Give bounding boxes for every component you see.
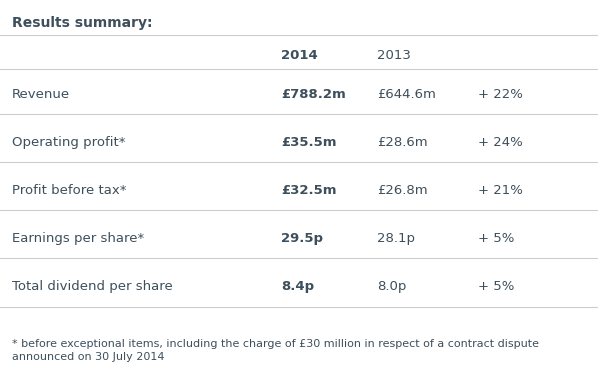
Text: 2013: 2013 xyxy=(377,49,411,62)
Text: £788.2m: £788.2m xyxy=(281,88,346,101)
Text: Total dividend per share: Total dividend per share xyxy=(12,280,173,293)
Text: 8.0p: 8.0p xyxy=(377,280,406,293)
Text: 8.4p: 8.4p xyxy=(281,280,314,293)
Text: + 21%: + 21% xyxy=(478,184,523,197)
Text: 2014: 2014 xyxy=(281,49,318,62)
Text: + 22%: + 22% xyxy=(478,88,523,101)
Text: Earnings per share*: Earnings per share* xyxy=(12,232,144,245)
Text: Revenue: Revenue xyxy=(12,88,70,101)
Text: Operating profit*: Operating profit* xyxy=(12,136,126,149)
Text: Results summary:: Results summary: xyxy=(12,16,152,30)
Text: Profit before tax*: Profit before tax* xyxy=(12,184,126,197)
Text: 28.1p: 28.1p xyxy=(377,232,415,245)
Text: + 5%: + 5% xyxy=(478,280,515,293)
Text: £26.8m: £26.8m xyxy=(377,184,428,197)
Text: + 24%: + 24% xyxy=(478,136,523,149)
Text: * before exceptional items, including the charge of £30 million in respect of a : * before exceptional items, including th… xyxy=(12,339,539,349)
Text: 29.5p: 29.5p xyxy=(281,232,323,245)
Text: announced on 30 July 2014: announced on 30 July 2014 xyxy=(12,352,164,362)
Text: £32.5m: £32.5m xyxy=(281,184,337,197)
Text: £28.6m: £28.6m xyxy=(377,136,428,149)
Text: £35.5m: £35.5m xyxy=(281,136,337,149)
Text: + 5%: + 5% xyxy=(478,232,515,245)
Text: £644.6m: £644.6m xyxy=(377,88,435,101)
